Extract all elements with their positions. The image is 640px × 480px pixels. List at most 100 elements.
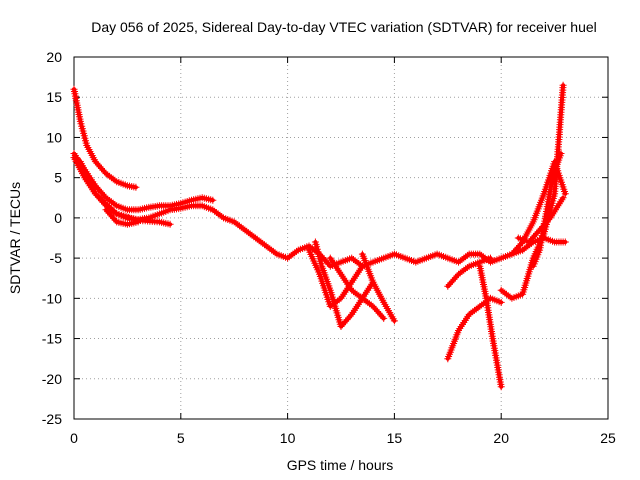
data-point [467,264,471,268]
data-point [104,196,108,200]
data-point [350,288,354,292]
data-point [478,304,482,308]
grid-lines [74,57,608,419]
data-point [510,296,514,300]
data-point [435,252,439,256]
data-point [446,256,450,260]
x-tick-label: 0 [70,430,78,446]
data-point [561,83,565,87]
data-point [72,87,76,91]
data-point [125,208,129,212]
data-point [232,220,236,224]
data-point [456,260,460,264]
series-track-b [70,150,217,214]
y-tick-label: 10 [46,129,62,145]
data-point [168,222,172,226]
data-point [72,156,76,160]
y-tick-label: 5 [54,170,62,186]
data-point [328,288,332,292]
data-point [467,312,471,316]
data-point [392,252,396,256]
data-point [360,264,364,268]
data-point [382,300,386,304]
data-point [157,212,161,216]
data-point [371,280,375,284]
y-tick-label: 0 [54,210,62,226]
data-point [467,252,471,256]
data-point [542,192,546,196]
data-point [179,206,183,210]
data-point [339,296,343,300]
series-track-h [326,254,388,322]
data-point [350,280,354,284]
y-tick-label: -20 [42,371,62,387]
data-point [115,204,119,208]
y-tick-label: -25 [42,411,62,427]
data-point [168,204,172,208]
data-point [516,236,520,240]
chart-title: Day 056 of 2025, Sidereal Day-to-day VTE… [91,19,597,35]
data-point [254,236,258,240]
x-tick-label: 5 [177,430,185,446]
data-point [189,198,193,202]
data-point [286,256,290,260]
data-point [134,185,138,189]
data-point [531,240,535,244]
data-point [510,252,514,256]
data-point [320,264,324,268]
data-point [339,324,343,328]
data-point [136,220,140,224]
data-point [313,240,317,244]
data-point [328,256,332,260]
series-track-i [358,250,398,325]
data-point [456,272,460,276]
data-point [538,248,542,252]
data-point [78,119,82,123]
data-point [403,256,407,260]
data-point [222,216,226,220]
data-point [200,196,204,200]
data-point [550,176,554,180]
data-point [484,296,488,300]
plot-border [73,56,609,420]
data-point [200,204,204,208]
data-point [328,264,332,268]
data-point [147,205,151,209]
series-track-q [529,150,565,270]
data-point [414,260,418,264]
data-point [446,284,450,288]
data-point [339,272,343,276]
data-point [350,256,354,260]
x-tick-label: 10 [280,430,296,446]
series-track-k [476,262,505,391]
data-point [115,180,119,184]
data-point [563,240,567,244]
data-point [125,184,129,188]
y-tick-label: -15 [42,331,62,347]
data-point [307,244,311,248]
data-point [157,204,161,208]
data-point [489,296,493,300]
data-point [179,201,183,205]
data-point [115,220,119,224]
data-point [307,248,311,252]
data-point [382,316,386,320]
data-point [157,220,161,224]
data-point [360,296,364,300]
data-point [93,160,97,164]
data-point [360,252,364,256]
data-point [553,192,557,196]
x-axis-label: GPS time / hours [287,457,394,473]
axis-ticks: 0 5 10 15 20 25 -25 -20 -15 -10 -5 0 5 10 15 20 [42,49,616,446]
data-point [499,256,503,260]
data-point [499,300,503,304]
data-point [350,312,354,316]
data-point [521,248,525,252]
data-point [275,252,279,256]
y-axis-label: SDTVAR / TECUs [7,182,23,294]
data-point [456,329,460,333]
data-point [189,204,193,208]
data-point [521,292,525,296]
data-point [491,337,495,341]
data-point [499,288,503,292]
